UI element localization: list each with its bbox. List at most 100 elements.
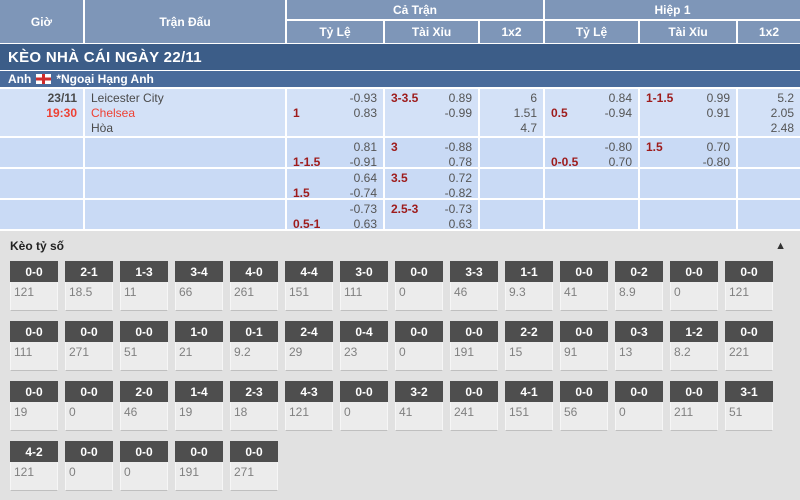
score-label: 0-3 <box>615 321 663 342</box>
score-odds: 0 <box>120 462 168 491</box>
h1-1x2-odds <box>738 169 800 198</box>
score-cell[interactable]: 3-3 46 <box>450 261 498 311</box>
score-odds: 0 <box>395 282 443 311</box>
score-cell[interactable]: 0-0 221 <box>725 321 773 371</box>
score-cell[interactable]: 1-0 21 <box>175 321 223 371</box>
ft-overunder-odds[interactable]: 2.5-3 -0.73 0.63 <box>385 200 480 229</box>
score-cell[interactable]: 3-0 111 <box>340 261 388 311</box>
odds-row-4: -0.73 0.5-1 0.63 2.5-3 -0.73 0.63 <box>0 200 800 229</box>
score-odds: 15 <box>505 342 553 371</box>
odds-value: 0.89 <box>448 91 472 105</box>
score-cell[interactable]: 0-0 191 <box>450 321 498 371</box>
score-cell[interactable]: 0-0 51 <box>120 321 168 371</box>
ft-handicap-odds[interactable]: 0.81 1-1.5 -0.91 <box>287 138 385 167</box>
odds-row-1: 23/11 19:30 Leicester City Chelsea Hòa -0.93 1… <box>0 89 800 136</box>
score-cell[interactable]: 0-0 121 <box>725 261 773 311</box>
score-cell[interactable]: 1-3 11 <box>120 261 168 311</box>
score-cell[interactable]: 2-0 46 <box>120 381 168 431</box>
score-odds: 41 <box>560 282 608 311</box>
score-cell[interactable]: 0-0 0 <box>670 261 718 311</box>
score-cell[interactable]: 0-0 0 <box>65 381 113 431</box>
score-label: 0-0 <box>65 441 113 462</box>
score-cell[interactable]: 2-3 18 <box>230 381 278 431</box>
score-cell[interactable]: 0-0 121 <box>10 261 58 311</box>
score-cell[interactable]: 4-2 121 <box>10 441 58 491</box>
h1-overunder-odds[interactable]: 1.5 0.70 -0.80 <box>640 138 738 167</box>
score-cell[interactable]: 4-1 151 <box>505 381 553 431</box>
score-cell[interactable]: 2-4 29 <box>285 321 333 371</box>
score-cell[interactable]: 1-1 9.3 <box>505 261 553 311</box>
h1-1x2-odds <box>738 200 800 229</box>
score-cell[interactable]: 0-0 0 <box>615 381 663 431</box>
score-cell[interactable]: 0-0 19 <box>10 381 58 431</box>
score-label: 1-1 <box>505 261 553 282</box>
ft-handicap-odds[interactable]: 0.64 1.5 -0.74 <box>287 169 385 198</box>
score-odds: 121 <box>10 282 58 311</box>
score-cell[interactable]: 3-4 66 <box>175 261 223 311</box>
score-row-3: 0-0 19 0-0 0 2-0 46 1-4 19 2-3 18 4-3 121 0-0 0 3-2 41 0… <box>10 381 800 431</box>
ft-handicap-odds[interactable]: -0.73 0.5-1 0.63 <box>287 200 385 229</box>
score-cell[interactable]: 0-1 9.2 <box>230 321 278 371</box>
score-label: 1-0 <box>175 321 223 342</box>
ft-overunder-odds[interactable]: 3-3.5 0.89 -0.99 <box>385 89 480 136</box>
odds-value: 0.72 <box>448 171 472 185</box>
score-cell[interactable]: 3-2 41 <box>395 381 443 431</box>
collapse-icon[interactable]: ▲ <box>775 240 786 252</box>
score-cell[interactable]: 0-0 41 <box>560 261 608 311</box>
match-cell: Leicester City Chelsea Hòa <box>85 89 287 136</box>
score-odds: 191 <box>175 462 223 491</box>
handicap-line: 2.5-3 <box>391 202 419 216</box>
handicap-line: 1-1.5 <box>293 155 321 167</box>
score-cell[interactable]: 0-4 23 <box>340 321 388 371</box>
score-cell[interactable]: 0-0 0 <box>395 261 443 311</box>
odds-value: -0.74 <box>349 186 377 198</box>
h1-handicap-odds[interactable]: 0.84 0.5 -0.94 <box>545 89 640 136</box>
score-grid: 0-0 121 2-1 18.5 1-3 11 3-4 66 4-0 261 4-4 151 3-0 11… <box>10 261 800 491</box>
handicap-line: 3.5 <box>391 171 408 185</box>
score-cell[interactable]: 2-1 18.5 <box>65 261 113 311</box>
score-cell[interactable]: 2-2 15 <box>505 321 553 371</box>
score-cell[interactable]: 4-0 261 <box>230 261 278 311</box>
ft-1x2-odds[interactable]: 6 1.51 4.7 <box>480 89 545 136</box>
h1-handicap-odds[interactable]: -0.80 0-0.5 0.70 <box>545 138 640 167</box>
score-cell[interactable]: 0-2 8.9 <box>615 261 663 311</box>
score-cell[interactable]: 0-0 0 <box>340 381 388 431</box>
score-odds: 151 <box>505 402 553 431</box>
score-cell[interactable]: 0-0 91 <box>560 321 608 371</box>
league-bar[interactable]: Anh *Ngoại Hạng Anh <box>0 70 800 89</box>
score-odds: 51 <box>120 342 168 371</box>
score-cell[interactable]: 4-3 121 <box>285 381 333 431</box>
score-cell[interactable]: 0-0 0 <box>120 441 168 491</box>
score-cell[interactable]: 0-0 211 <box>670 381 718 431</box>
h1-1x2-odds[interactable]: 5.2 2.05 2.48 <box>738 89 800 136</box>
score-cell[interactable]: 0-0 111 <box>10 321 58 371</box>
score-label: 2-0 <box>120 381 168 402</box>
score-odds: 8.9 <box>615 282 663 311</box>
handicap-line: 3 <box>391 140 398 154</box>
score-cell[interactable]: 0-0 191 <box>175 441 223 491</box>
odds-value: 2.48 <box>770 121 794 135</box>
score-cell[interactable]: 0-0 0 <box>65 441 113 491</box>
score-cell[interactable]: 0-0 0 <box>395 321 443 371</box>
score-cell[interactable]: 0-0 241 <box>450 381 498 431</box>
score-cell[interactable]: 4-4 151 <box>285 261 333 311</box>
h1-overunder-odds[interactable]: 1-1.5 0.99 0.91 <box>640 89 738 136</box>
score-odds: 91 <box>560 342 608 371</box>
ft-overunder-odds[interactable]: 3 -0.88 0.78 <box>385 138 480 167</box>
score-cell[interactable]: 0-0 56 <box>560 381 608 431</box>
ft-handicap-odds[interactable]: -0.93 1 0.83 <box>287 89 385 136</box>
score-cell[interactable]: 1-4 19 <box>175 381 223 431</box>
score-cell[interactable]: 1-2 8.2 <box>670 321 718 371</box>
score-label: 4-0 <box>230 261 278 282</box>
score-cell[interactable]: 3-1 51 <box>725 381 773 431</box>
score-label: 0-0 <box>10 381 58 402</box>
score-odds: 13 <box>615 342 663 371</box>
score-odds: 0 <box>65 402 113 431</box>
score-cell[interactable]: 0-0 271 <box>230 441 278 491</box>
score-cell[interactable]: 0-0 271 <box>65 321 113 371</box>
score-label: 0-0 <box>340 381 388 402</box>
score-cell[interactable]: 0-3 13 <box>615 321 663 371</box>
ft-overunder-odds[interactable]: 3.5 0.72 -0.82 <box>385 169 480 198</box>
score-odds: 191 <box>450 342 498 371</box>
ft-1x2-odds <box>480 169 545 198</box>
